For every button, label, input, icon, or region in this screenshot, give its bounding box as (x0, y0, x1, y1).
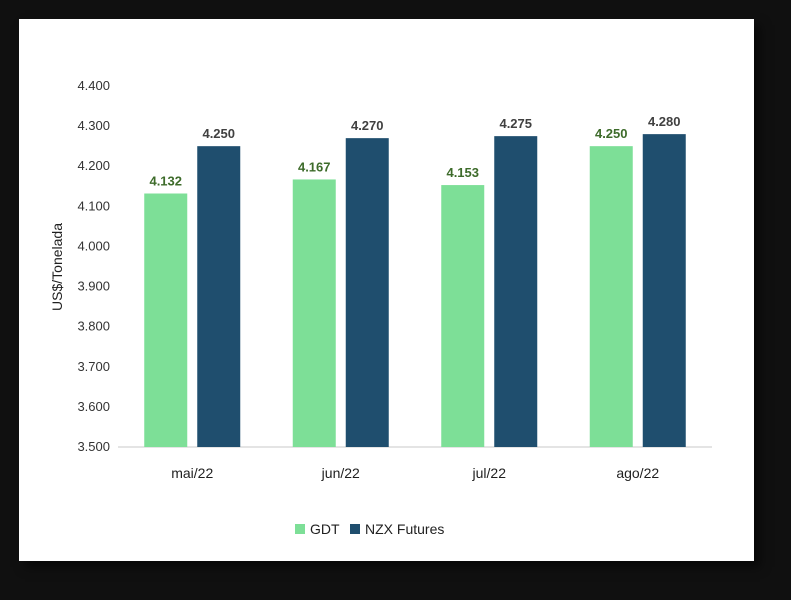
data-labels: 4.132 4.250 4.167 4.270 4.153 4.275 4.250 4.280 (149, 114, 680, 188)
data-label: 4.153 (446, 165, 479, 180)
x-category-label: jul/22 (472, 465, 507, 481)
bar-gdt (589, 146, 633, 447)
x-axis-categories: mai/22 jun/22 jul/22 ago/22 (171, 465, 659, 481)
y-tick-label: 4.400 (77, 78, 110, 93)
data-label: 4.167 (298, 159, 331, 174)
x-category-label: mai/22 (171, 465, 213, 481)
data-label: 4.280 (648, 114, 681, 129)
legend: GDT NZX Futures (295, 521, 444, 537)
legend-swatch (295, 524, 305, 534)
bar-gdt (441, 185, 485, 447)
legend-swatch (350, 524, 360, 534)
bar-nzx-futures (197, 146, 241, 447)
bar-gdt (292, 179, 336, 447)
y-tick-label: 3.600 (77, 399, 110, 414)
y-tick-label: 4.200 (77, 158, 110, 173)
bar-nzx-futures (494, 136, 538, 447)
y-tick-label: 3.800 (77, 319, 110, 334)
bar-gdt (144, 193, 188, 447)
data-label: 4.275 (499, 116, 532, 131)
x-category-label: ago/22 (616, 465, 659, 481)
bar-nzx-futures (642, 134, 686, 447)
legend-label: NZX Futures (365, 521, 444, 537)
y-tick-label: 4.000 (77, 238, 110, 253)
y-tick-label: 3.500 (77, 439, 110, 454)
y-tick-label: 4.100 (77, 198, 110, 213)
legend-label: GDT (310, 521, 340, 537)
data-label: 4.270 (351, 118, 384, 133)
bars (144, 134, 686, 447)
y-tick-label: 3.700 (77, 359, 110, 374)
y-tick-label: 3.900 (77, 279, 110, 294)
x-category-label: jun/22 (321, 465, 360, 481)
y-axis-ticks: 3.500 3.600 3.700 3.800 3.900 4.000 4.100 4.200… (77, 78, 110, 454)
data-label: 4.250 (595, 126, 628, 141)
bar-nzx-futures (345, 138, 389, 447)
y-tick-label: 4.300 (77, 118, 110, 133)
data-label: 4.250 (202, 126, 235, 141)
y-axis-label: US$/Tonelada (49, 223, 65, 311)
data-label: 4.132 (149, 173, 182, 188)
